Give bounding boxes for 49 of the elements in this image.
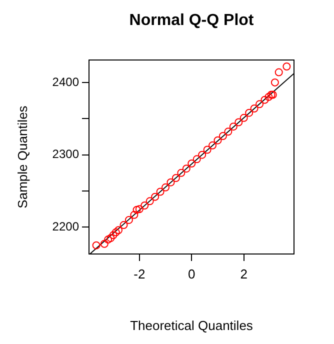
point [274, 68, 283, 76]
point [218, 132, 227, 140]
point [135, 205, 144, 214]
point [109, 231, 118, 240]
point [156, 188, 164, 196]
point [166, 178, 175, 186]
y-tick-label: 2400 [52, 74, 80, 89]
point [162, 183, 170, 192]
point [177, 168, 186, 177]
point [112, 228, 120, 236]
point [208, 141, 217, 150]
point [234, 118, 243, 126]
y-axis-title: Sample Quantiles [15, 105, 30, 208]
point [146, 197, 154, 206]
point [100, 240, 108, 248]
point [130, 210, 138, 219]
point [256, 100, 264, 108]
point [250, 104, 258, 112]
point [182, 164, 190, 173]
chart-title: Normal Q-Q Plot [129, 12, 254, 29]
x-tick-label: 2 [240, 266, 248, 282]
point [264, 92, 273, 101]
point [114, 226, 123, 234]
point [124, 216, 133, 224]
point [229, 122, 238, 131]
x-axis-title: Theoretical Quantiles [130, 318, 254, 333]
x-tick-label: 0 [188, 266, 196, 282]
point [120, 221, 128, 230]
point [132, 206, 141, 214]
point [172, 174, 180, 182]
point [240, 114, 248, 122]
point [188, 160, 196, 168]
point [214, 136, 222, 144]
point [224, 128, 232, 136]
point [192, 155, 201, 164]
y-tick-label: 2300 [52, 147, 80, 162]
point [270, 78, 279, 86]
y-tick-label: 2200 [52, 220, 80, 234]
point [92, 241, 100, 250]
point [245, 108, 254, 117]
point [282, 62, 291, 71]
point [140, 202, 149, 210]
point [106, 234, 115, 242]
point [198, 150, 206, 159]
x-tick-label: -2 [134, 266, 146, 282]
point [203, 146, 212, 154]
point [104, 236, 112, 244]
point [151, 192, 160, 201]
point [260, 96, 269, 104]
